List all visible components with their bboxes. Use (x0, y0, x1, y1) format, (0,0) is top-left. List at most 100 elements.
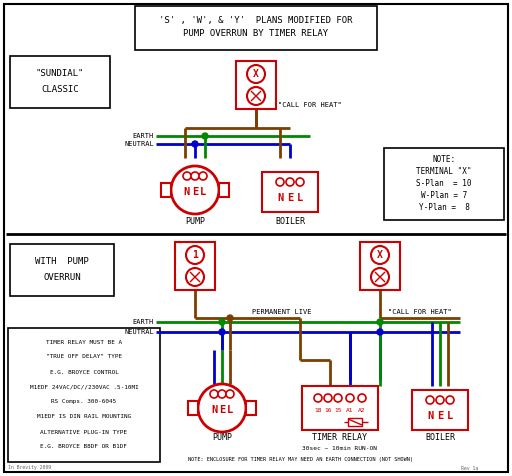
Circle shape (219, 329, 225, 335)
Circle shape (219, 319, 225, 325)
Text: N: N (277, 193, 283, 203)
Circle shape (198, 384, 246, 432)
Text: TERMINAL "X": TERMINAL "X" (416, 168, 472, 177)
Circle shape (191, 172, 199, 180)
Bar (10, 244, 114, 296)
Circle shape (226, 390, 234, 398)
Bar (262, 172, 318, 212)
Circle shape (186, 246, 204, 264)
Text: "CALL FOR HEAT": "CALL FOR HEAT" (278, 102, 342, 108)
Text: TIMER RELAY: TIMER RELAY (312, 434, 368, 443)
Text: X: X (253, 69, 259, 79)
Text: NOTE: ENCLOSURE FOR TIMER RELAY MAY NEED AN EARTH CONNECTION (NOT SHOWN): NOTE: ENCLOSURE FOR TIMER RELAY MAY NEED… (187, 456, 413, 462)
Text: "CALL FOR HEAT": "CALL FOR HEAT" (388, 309, 452, 315)
Text: Rev 1a: Rev 1a (461, 466, 479, 470)
Circle shape (218, 390, 226, 398)
Circle shape (324, 394, 332, 402)
Text: 18: 18 (314, 407, 322, 413)
Circle shape (371, 246, 389, 264)
Circle shape (371, 268, 389, 286)
Text: PUMP OVERRUN BY TIMER RELAY: PUMP OVERRUN BY TIMER RELAY (183, 30, 329, 39)
Circle shape (247, 87, 265, 105)
Circle shape (334, 394, 342, 402)
Circle shape (314, 394, 322, 402)
Circle shape (358, 394, 366, 402)
Text: 15: 15 (334, 407, 342, 413)
Circle shape (186, 268, 204, 286)
Bar (135, 6, 377, 50)
Text: L: L (297, 193, 303, 203)
Text: E: E (192, 187, 198, 197)
Text: OVERRUN: OVERRUN (43, 272, 81, 281)
Bar (348, 418, 362, 426)
Circle shape (276, 178, 284, 186)
Bar (188, 401, 198, 415)
Text: E.G. BROYCE B8DF OR B1DF: E.G. BROYCE B8DF OR B1DF (40, 445, 127, 449)
Text: X: X (377, 250, 383, 260)
Text: S-Plan  = 10: S-Plan = 10 (416, 179, 472, 188)
Circle shape (426, 396, 434, 404)
Text: "SUNDIAL": "SUNDIAL" (36, 69, 84, 79)
Text: BOILER: BOILER (425, 434, 455, 443)
Text: CLASSIC: CLASSIC (41, 86, 79, 95)
Circle shape (227, 315, 233, 321)
Circle shape (171, 166, 219, 214)
Text: M1EDF 24VAC/DC//230VAC .5-10MI: M1EDF 24VAC/DC//230VAC .5-10MI (30, 385, 138, 389)
Text: EARTH: EARTH (133, 133, 154, 139)
Bar (219, 183, 229, 197)
Circle shape (202, 133, 208, 139)
Text: M1EDF IS DIN RAIL MOUNTING: M1EDF IS DIN RAIL MOUNTING (37, 415, 131, 419)
Circle shape (296, 178, 304, 186)
Circle shape (286, 178, 294, 186)
Text: PERMANENT LIVE: PERMANENT LIVE (252, 309, 312, 315)
Circle shape (192, 141, 198, 147)
Circle shape (346, 394, 354, 402)
Bar (246, 401, 256, 415)
Circle shape (446, 396, 454, 404)
Text: N: N (427, 411, 433, 421)
Text: L: L (200, 187, 206, 197)
Bar (412, 390, 468, 430)
Text: E: E (437, 411, 443, 421)
Text: N: N (184, 187, 190, 197)
Text: Y-Plan =  8: Y-Plan = 8 (419, 204, 470, 212)
Circle shape (210, 390, 218, 398)
Bar (161, 183, 171, 197)
Circle shape (199, 172, 207, 180)
Text: "TRUE OFF DELAY" TYPE: "TRUE OFF DELAY" TYPE (46, 355, 122, 359)
Text: W-Plan = 7: W-Plan = 7 (421, 191, 467, 200)
Text: PUMP: PUMP (212, 434, 232, 443)
Text: L: L (227, 405, 233, 415)
Text: A2: A2 (358, 407, 366, 413)
Text: EARTH: EARTH (133, 319, 154, 325)
Bar (10, 56, 110, 108)
Text: NEUTRAL: NEUTRAL (124, 329, 154, 335)
Bar (360, 242, 400, 290)
Text: TIMER RELAY MUST BE A: TIMER RELAY MUST BE A (46, 339, 122, 345)
Circle shape (377, 319, 383, 325)
Text: L: L (447, 411, 453, 421)
Text: ALTERNATIVE PLUG-IN TYPE: ALTERNATIVE PLUG-IN TYPE (40, 429, 127, 435)
Text: E: E (287, 193, 293, 203)
Circle shape (377, 329, 383, 335)
Text: 'S' , 'W', & 'Y'  PLANS MODIFIED FOR: 'S' , 'W', & 'Y' PLANS MODIFIED FOR (159, 16, 353, 24)
Circle shape (247, 65, 265, 83)
Text: PUMP: PUMP (185, 218, 205, 227)
Bar (302, 386, 378, 430)
Bar (236, 61, 276, 109)
Text: 16: 16 (324, 407, 332, 413)
Text: NOTE:: NOTE: (433, 156, 456, 165)
Circle shape (183, 172, 191, 180)
Bar (8, 328, 160, 462)
Text: RS Comps. 300-6045: RS Comps. 300-6045 (51, 399, 117, 405)
Text: In Brevity 2009: In Brevity 2009 (8, 466, 52, 470)
Text: 30sec ~ 10min RUN-ON: 30sec ~ 10min RUN-ON (303, 446, 377, 450)
Text: A1: A1 (346, 407, 354, 413)
Circle shape (436, 396, 444, 404)
Text: BOILER: BOILER (275, 218, 305, 227)
Text: WITH  PUMP: WITH PUMP (35, 257, 89, 266)
Text: E: E (219, 405, 225, 415)
Bar (175, 242, 215, 290)
Bar (384, 148, 504, 220)
Text: NEUTRAL: NEUTRAL (124, 141, 154, 147)
